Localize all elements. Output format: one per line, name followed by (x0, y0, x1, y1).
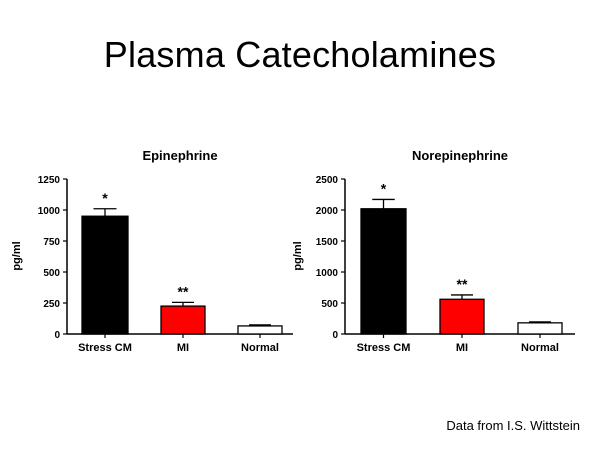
significance-marker: ** (457, 276, 468, 292)
y-tick-label: 1500 (316, 237, 339, 248)
y-tick-label: 2000 (316, 206, 339, 217)
y-tick-label: 1000 (38, 206, 61, 217)
y-tick-label: 0 (54, 330, 60, 341)
x-tick-label: Stress CM (357, 342, 411, 354)
x-tick-label: Stress CM (78, 342, 132, 354)
y-axis-label: pg/ml (11, 241, 23, 270)
chart-title: Norepinephrine (412, 148, 508, 163)
chart-title: Epinephrine (142, 148, 217, 163)
significance-marker: ** (178, 283, 189, 299)
x-tick-label: Normal (241, 342, 279, 354)
y-tick-label: 1250 (38, 175, 61, 186)
y-axis-label: pg/ml (292, 241, 304, 270)
x-tick-label: Normal (521, 342, 559, 354)
bar (160, 305, 206, 335)
bar (517, 322, 563, 335)
y-tick-label: 750 (43, 237, 60, 248)
y-tick-label: 500 (43, 268, 60, 279)
y-tick-label: 500 (321, 299, 338, 310)
bar (237, 325, 283, 335)
bar (360, 208, 407, 335)
y-tick-label: 250 (43, 299, 60, 310)
slide-title: Plasma Catecholamines (103, 34, 497, 75)
significance-marker: * (102, 190, 108, 206)
x-tick-label: MI (177, 342, 189, 354)
significance-marker: * (381, 180, 387, 196)
bar (81, 215, 129, 335)
x-tick-label: MI (456, 342, 468, 354)
bar (439, 298, 485, 335)
y-tick-label: 0 (332, 330, 338, 341)
footnote: Data from I.S. Wittstein (446, 418, 580, 433)
y-tick-label: 2500 (316, 175, 339, 186)
y-tick-label: 1000 (316, 268, 339, 279)
